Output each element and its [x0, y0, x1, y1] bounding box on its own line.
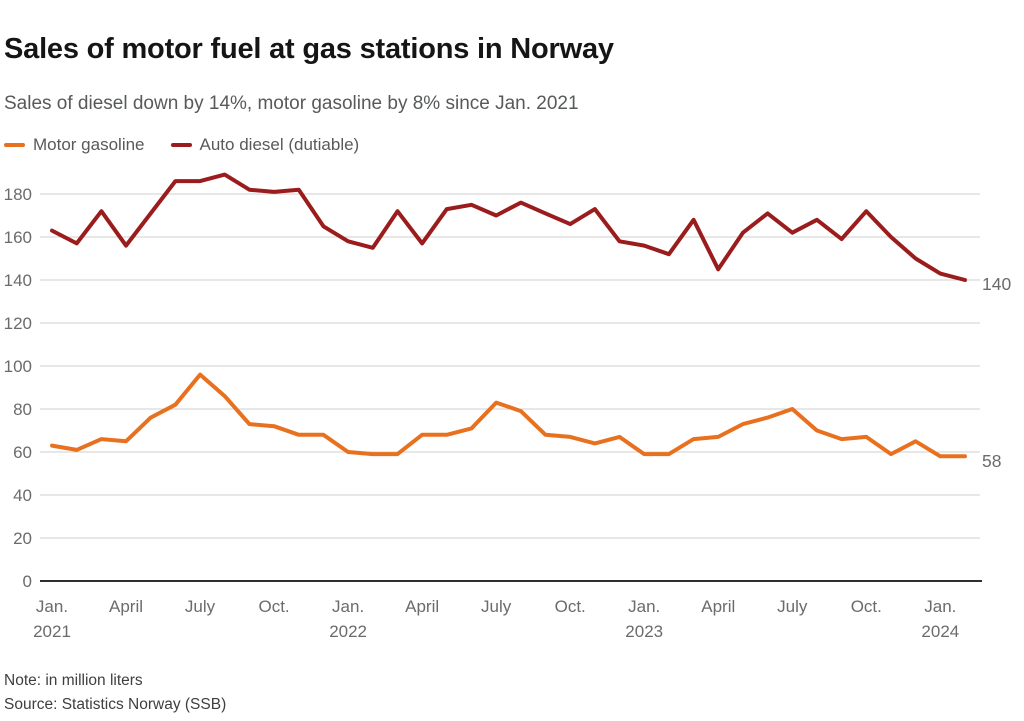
gasoline-end-value-label: 58 — [982, 451, 1002, 472]
y-tick-label: 0 — [23, 572, 32, 591]
x-tick-year-label: 2024 — [921, 622, 959, 641]
x-tick-label: Oct. — [258, 597, 289, 616]
series-line-motor-gasoline — [50, 372, 967, 459]
x-tick-label: Jan. — [924, 597, 956, 616]
x-tick-label: April — [109, 597, 143, 616]
y-tick-label: 180 — [4, 185, 32, 204]
x-tick-label: April — [405, 597, 439, 616]
chart-source: Source: Statistics Norway (SSB) — [4, 696, 227, 713]
legend-item-auto-diesel: Auto diesel (dutiable) — [170, 135, 360, 155]
x-tick-label: Jan. — [332, 597, 364, 616]
x-tick-label: July — [481, 597, 512, 616]
line-chart: 0 20 40 60 80 100 120 140 160 180 Jan. 2021 April Jul… — [4, 172, 982, 641]
y-tick-label: 120 — [4, 314, 32, 333]
x-tick-year-label: 2021 — [33, 622, 71, 641]
x-tick-label: July — [185, 597, 216, 616]
x-tick-label: April — [701, 597, 735, 616]
x-tick-label: Oct. — [851, 597, 882, 616]
diesel-end-value-label: 140 — [982, 274, 1012, 294]
chart-subtitle: Sales of diesel down by 14%, motor gasol… — [4, 93, 579, 114]
y-tick-label: 20 — [13, 529, 32, 548]
chart-title: Sales of motor fuel at gas stations in N… — [4, 33, 614, 66]
y-tick-label: 160 — [4, 228, 32, 247]
legend-label-auto-diesel: Auto diesel (dutiable) — [199, 135, 360, 154]
x-tick-year-label: 2023 — [625, 622, 663, 641]
x-tick-label: July — [777, 597, 808, 616]
chart-note: Note: in million liters — [4, 672, 143, 689]
gasoline-line-swatch-icon — [4, 143, 25, 147]
y-tick-label: 40 — [13, 486, 32, 505]
chart-legend: Motor gasoline Auto diesel (dutiable) — [4, 135, 359, 155]
y-tick-label: 100 — [4, 357, 32, 376]
legend-label-motor-gasoline: Motor gasoline — [33, 135, 145, 154]
series-line-auto-diesel-dutiable- — [50, 172, 967, 282]
x-tick-year-label: 2022 — [329, 622, 367, 641]
x-tick-label: Oct. — [555, 597, 586, 616]
y-tick-label: 80 — [13, 400, 32, 419]
legend-item-motor-gasoline: Motor gasoline — [4, 135, 145, 155]
x-tick-label: Jan. — [628, 597, 660, 616]
x-tick-label: Jan. — [36, 597, 68, 616]
diesel-line-swatch-icon — [170, 143, 192, 147]
y-tick-label: 140 — [4, 271, 32, 290]
y-tick-label: 60 — [13, 443, 32, 462]
